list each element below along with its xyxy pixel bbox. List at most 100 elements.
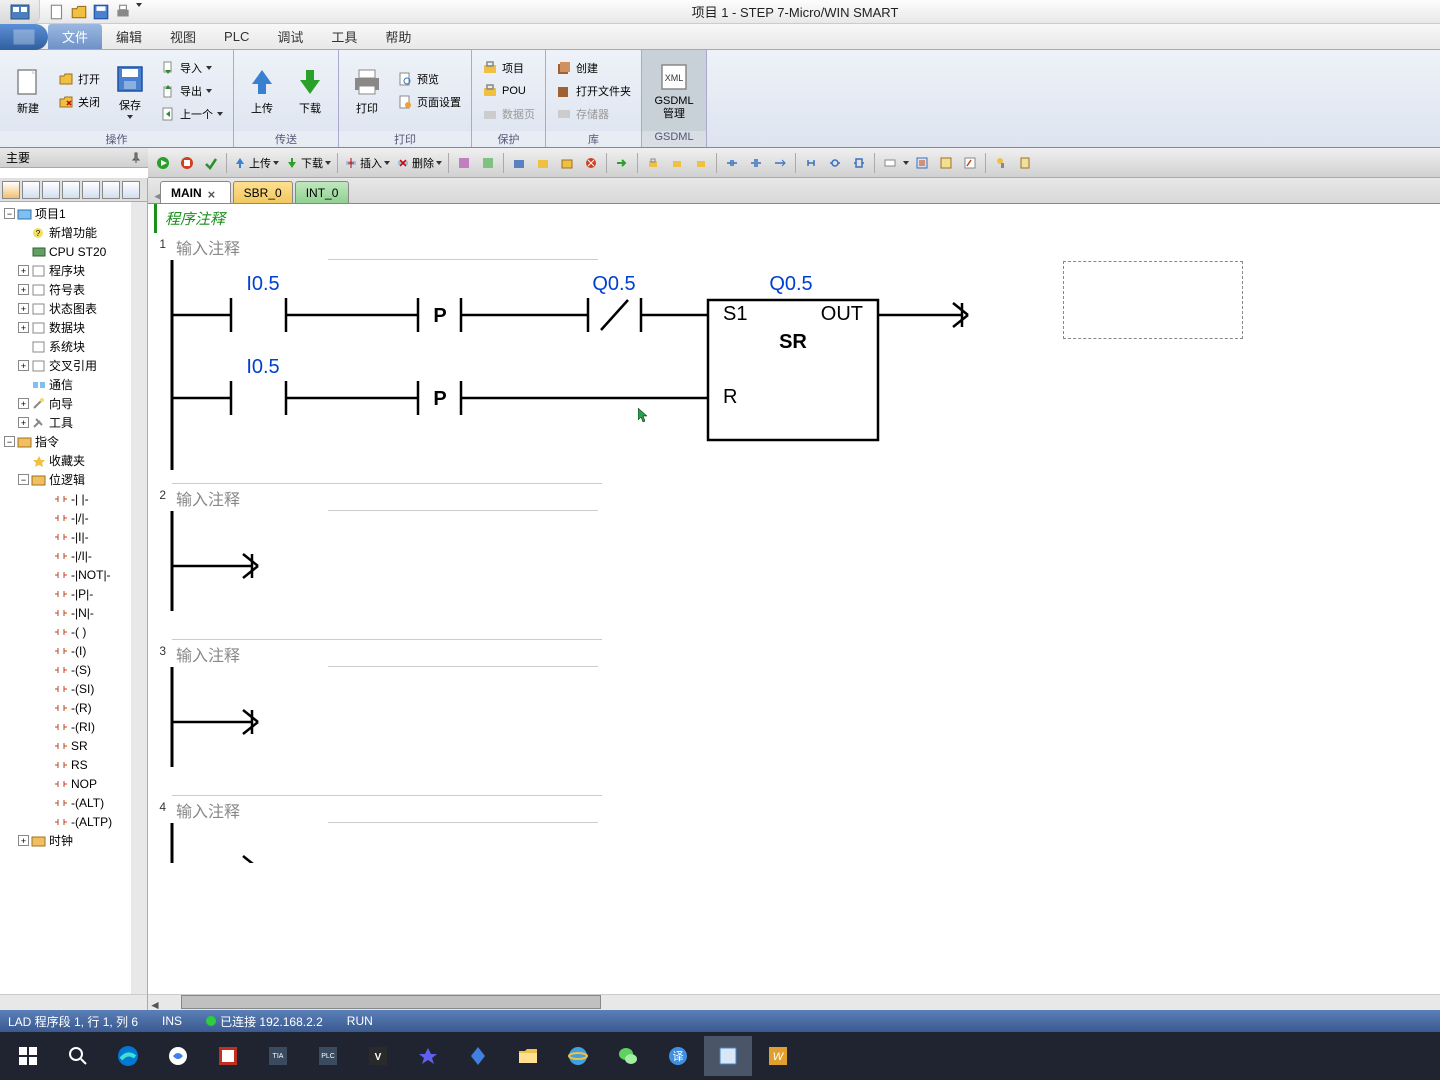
wps-icon[interactable]: W xyxy=(754,1036,802,1076)
tb-icon-17[interactable] xyxy=(879,152,901,174)
app-icon-6[interactable] xyxy=(404,1036,452,1076)
tb-icon-19[interactable] xyxy=(935,152,957,174)
edge-icon[interactable] xyxy=(104,1036,152,1076)
tab-int[interactable]: INT_0 xyxy=(295,181,350,203)
import-button[interactable]: 导入 xyxy=(156,57,227,79)
download-combo[interactable]: 下载 xyxy=(283,155,333,171)
create-button[interactable]: 创建 xyxy=(552,57,635,79)
tb-icon-20[interactable] xyxy=(959,152,981,174)
tb-icon-1[interactable] xyxy=(453,152,475,174)
tree-hscroll[interactable] xyxy=(0,994,147,1010)
panel-tab-3[interactable] xyxy=(42,181,60,199)
tb-icon-16[interactable] xyxy=(848,152,870,174)
app-icon-2[interactable] xyxy=(204,1036,252,1076)
tree-tools[interactable]: +工具 xyxy=(0,413,147,432)
pagesetup-button[interactable]: 页面设置 xyxy=(393,91,465,113)
delete-combo[interactable]: 删除 xyxy=(394,155,444,171)
tb-icon-21[interactable] xyxy=(990,152,1012,174)
tb-icon-12[interactable] xyxy=(745,152,767,174)
tb-icon-5[interactable] xyxy=(556,152,578,174)
tree-contact-17[interactable]: -(ALTP) xyxy=(0,812,147,831)
save-icon[interactable] xyxy=(92,3,110,21)
close-icon[interactable]: × xyxy=(208,187,220,199)
tree-contact-4[interactable]: -|NOT|- xyxy=(0,565,147,584)
tb-icon-6[interactable] xyxy=(580,152,602,174)
tab-sbr[interactable]: SBR_0 xyxy=(233,181,293,203)
start-button[interactable] xyxy=(4,1036,52,1076)
wechat-icon[interactable] xyxy=(604,1036,652,1076)
openlib-button[interactable]: 打开文件夹 xyxy=(552,80,635,102)
new-button[interactable]: 新建 xyxy=(6,55,50,127)
tb-dropdown-17[interactable] xyxy=(903,161,909,165)
run-button[interactable] xyxy=(152,152,174,174)
tree-statechart[interactable]: +状态图表 xyxy=(0,299,147,318)
project-tree[interactable]: −项目1 ?新增功能 CPU ST20 +程序块 +符号表 +状态图表 +数据块… xyxy=(0,202,147,994)
tree-contact-11[interactable]: -(R) xyxy=(0,698,147,717)
open-button[interactable]: 打开 xyxy=(54,68,104,90)
tree-sysblk[interactable]: 系统块 xyxy=(0,337,147,356)
menu-plc[interactable]: PLC xyxy=(210,24,263,49)
menu-edit[interactable]: 编辑 xyxy=(102,24,156,49)
close-button[interactable]: 关闭 xyxy=(54,91,104,113)
tb-icon-9[interactable] xyxy=(666,152,688,174)
tree-newfn[interactable]: ?新增功能 xyxy=(0,223,147,242)
panel-tab-1[interactable] xyxy=(2,181,20,199)
menu-file[interactable]: 文件 xyxy=(48,24,102,49)
menu-help[interactable]: 帮助 xyxy=(371,24,425,49)
preview-button[interactable]: 预览 xyxy=(393,68,465,90)
qat-dropdown-icon[interactable] xyxy=(136,3,142,7)
ie-icon[interactable] xyxy=(554,1036,602,1076)
tree-contact-9[interactable]: -(S) xyxy=(0,660,147,679)
tree-contact-7[interactable]: -( ) xyxy=(0,622,147,641)
ladder-canvas[interactable]: 程序注释 1 输入注释 I0.5 xyxy=(148,204,1440,994)
prev-button[interactable]: 上一个 xyxy=(156,103,227,125)
tree-progblk[interactable]: +程序块 xyxy=(0,261,147,280)
step7-icon[interactable] xyxy=(704,1036,752,1076)
new-icon[interactable] xyxy=(48,3,66,21)
tree-comm[interactable]: 通信 xyxy=(0,375,147,394)
app-icon-3[interactable]: TIA xyxy=(254,1036,302,1076)
panel-tab-4[interactable] xyxy=(62,181,80,199)
print-button[interactable]: 打印 xyxy=(345,55,389,127)
editor-hscroll[interactable]: ◄ xyxy=(148,994,1440,1010)
tree-contact-1[interactable]: -|/|- xyxy=(0,508,147,527)
tree-clock[interactable]: +时钟 xyxy=(0,831,147,850)
app-icon-8[interactable]: 译 xyxy=(654,1036,702,1076)
tb-icon-18[interactable] xyxy=(911,152,933,174)
panel-tab-5[interactable] xyxy=(82,181,100,199)
tb-icon-15[interactable] xyxy=(824,152,846,174)
compile-button[interactable] xyxy=(200,152,222,174)
print-icon[interactable] xyxy=(114,3,132,21)
tree-contact-14[interactable]: RS xyxy=(0,755,147,774)
tb-icon-11[interactable] xyxy=(721,152,743,174)
upload-combo[interactable]: 上传 xyxy=(231,155,281,171)
insert-combo[interactable]: 插入 xyxy=(342,155,392,171)
tree-crossref[interactable]: +交叉引用 xyxy=(0,356,147,375)
tree-contact-12[interactable]: -(RI) xyxy=(0,717,147,736)
app-icon-7[interactable] xyxy=(454,1036,502,1076)
menu-view[interactable]: 视图 xyxy=(156,24,210,49)
tb-icon-3[interactable] xyxy=(508,152,530,174)
tb-icon-10[interactable] xyxy=(690,152,712,174)
app-icon-1[interactable] xyxy=(154,1036,202,1076)
panel-tab-6[interactable] xyxy=(102,181,120,199)
app-icon[interactable] xyxy=(0,0,40,24)
app-icon-4[interactable]: PLC xyxy=(304,1036,352,1076)
tb-icon-7[interactable] xyxy=(611,152,633,174)
tree-contact-16[interactable]: -(ALT) xyxy=(0,793,147,812)
tree-wizard[interactable]: +向导 xyxy=(0,394,147,413)
stop-button[interactable] xyxy=(176,152,198,174)
save-button[interactable]: 保存 xyxy=(108,55,152,127)
tree-contact-5[interactable]: -|P|- xyxy=(0,584,147,603)
tree-contact-3[interactable]: -|/I|- xyxy=(0,546,147,565)
upload-button[interactable]: 上传 xyxy=(240,55,284,127)
tree-contact-2[interactable]: -|I|- xyxy=(0,527,147,546)
search-button[interactable] xyxy=(54,1036,102,1076)
app-icon-5[interactable]: V xyxy=(354,1036,402,1076)
panel-tab-7[interactable] xyxy=(122,181,140,199)
open-icon[interactable] xyxy=(70,3,88,21)
tree-contact-6[interactable]: -|N|- xyxy=(0,603,147,622)
tree-contact-13[interactable]: SR xyxy=(0,736,147,755)
gsdml-button[interactable]: XML GSDML 管理 xyxy=(648,55,700,127)
tree-root[interactable]: −项目1 xyxy=(0,204,147,223)
